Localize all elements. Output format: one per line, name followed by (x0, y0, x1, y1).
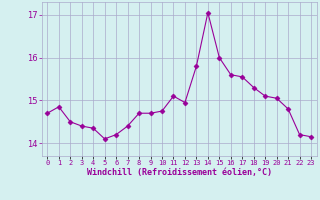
X-axis label: Windchill (Refroidissement éolien,°C): Windchill (Refroidissement éolien,°C) (87, 168, 272, 177)
